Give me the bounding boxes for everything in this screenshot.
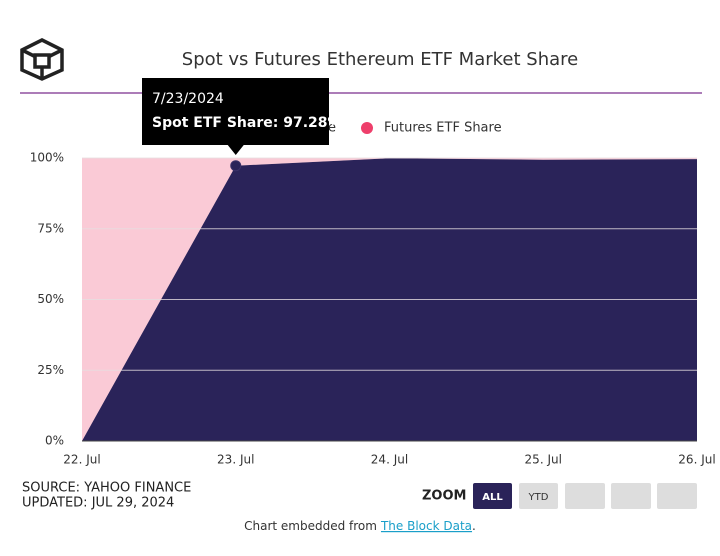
plot-area: 0% 25% 50% 75% 100% 22. Jul 23. Jul 24. Jul 25. …: [30, 151, 716, 467]
x-tick-label: 26. Jul: [678, 453, 715, 467]
y-tick-label: 0%: [45, 434, 64, 448]
y-tick-label: 50%: [37, 292, 64, 306]
zoom-label: ZOOM: [422, 489, 466, 504]
y-tick-label: 100%: [30, 151, 64, 165]
y-tick-label: 25%: [37, 363, 64, 377]
zoom-ytd-label[interactable]: YTD: [528, 492, 549, 503]
embed-link[interactable]: The Block Data: [380, 519, 472, 533]
source: SOURCE: YAHOO FINANCE: [22, 481, 191, 496]
embed-text: Chart embedded from: [244, 519, 377, 533]
zoom-all-label[interactable]: ALL: [482, 492, 503, 503]
y-tick-label: 75%: [37, 221, 64, 235]
legend-label: Futures ETF Share: [384, 121, 502, 136]
zoom-ytd-button[interactable]: [519, 483, 558, 509]
zoom-all-button[interactable]: [473, 483, 512, 509]
x-tick-label: 24. Jul: [371, 453, 408, 467]
area: [82, 158, 697, 441]
legend-marker: [361, 122, 373, 134]
x-tick-label: 22. Jul: [63, 453, 100, 467]
tooltip: 7/23/2024 Spot ETF Share: 97.28%: [142, 78, 342, 172]
logo: [20, 38, 64, 81]
tooltip-text: Spot ETF Share: 97.28%: [152, 115, 342, 131]
zoom-button[interactable]: [657, 483, 697, 509]
zoom-button[interactable]: [611, 483, 651, 509]
tooltip-box: [142, 78, 329, 155]
embed-end: .: [472, 519, 476, 533]
chart-title: Spot vs Futures Ethereum ETF Market Shar…: [182, 49, 578, 70]
x-tick-label: 25. Jul: [525, 453, 562, 467]
hover-point: [230, 160, 242, 172]
x-tick-label: 23. Jul: [217, 453, 254, 467]
tooltip-title: 7/23/2024: [152, 91, 224, 107]
embed-note: Chart embedded from The Block Data.: [244, 519, 476, 533]
zoom-button[interactable]: [565, 483, 605, 509]
updated: UPDATED: JUL 29, 2024: [22, 496, 174, 511]
